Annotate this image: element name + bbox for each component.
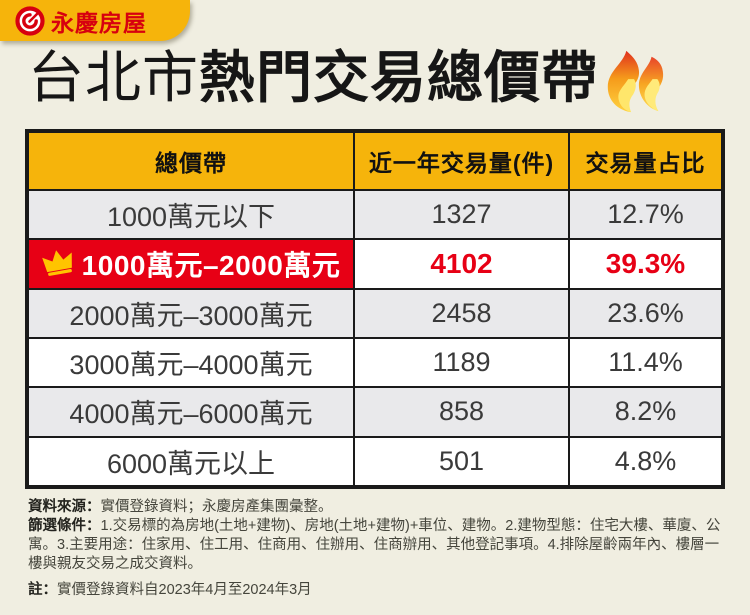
row5-price-band: 6000萬元以上: [29, 437, 353, 485]
row3-volume: 1189: [355, 338, 568, 387]
row0-share: 12.7%: [570, 191, 721, 239]
row0-volume: 1327: [355, 191, 568, 239]
row3-share: 11.4%: [570, 338, 721, 387]
footnote-source: 資料來源：實價登錄資料；永慶房產集團彙整。: [28, 498, 724, 517]
crown-icon: [39, 246, 76, 277]
header-volume: 近一年交易量(件): [355, 133, 568, 189]
footnote-period-label: 註：: [28, 582, 57, 598]
footnote-filter: 篩選條件：1.交易標的為房地(土地+建物)、房地(土地+建物)+車位、建物。2.…: [28, 517, 724, 574]
header-share: 交易量占比: [570, 133, 721, 189]
price-band-table: 總價帶 近一年交易量(件) 交易量占比 1000萬元以下 1327 12.7% …: [25, 129, 725, 489]
footnote-period-text: 實價登錄資料自2023年4月至2024年3月: [57, 582, 312, 598]
footnote-source-text: 實價登錄資料；永慶房產集團彙整。: [100, 499, 333, 515]
footnotes: 資料來源：實價登錄資料；永慶房產集團彙整。 篩選條件：1.交易標的為房地(土地+…: [28, 498, 724, 600]
header-price-band: 總價帶: [29, 133, 353, 189]
brand-logo-banner: 永慶房屋: [0, 0, 190, 41]
row1-price-band-highlighted: 1000萬元–2000萬元: [29, 240, 353, 288]
footnote-filter-text: 1.交易標的為房地(土地+建物)、房地(土地+建物)+車位、建物。2.建物型態：…: [28, 518, 721, 572]
row2-volume: 2458: [355, 289, 568, 337]
page-title: 台北市 熱門交易總價帶: [28, 44, 670, 115]
row4-share: 8.2%: [570, 388, 721, 436]
row2-price-band: 2000萬元–3000萬元: [29, 289, 353, 337]
flame-icon: [600, 49, 670, 115]
row2-share: 23.6%: [570, 289, 721, 337]
row4-volume: 858: [355, 388, 568, 436]
footnote-source-label: 資料來源：: [28, 499, 101, 515]
row0-price-band: 1000萬元以下: [29, 191, 353, 239]
brand-logo-text: 永慶房屋: [51, 9, 147, 36]
title-main: 熱門交易總價帶: [199, 46, 598, 109]
row1-volume: 4102: [355, 240, 568, 288]
row3-price-band: 3000萬元–4000萬元: [29, 338, 353, 387]
row5-share: 4.8%: [570, 437, 721, 485]
brand-logo-icon: [15, 5, 45, 36]
row1-share: 39.3%: [570, 240, 721, 288]
title-region: 台北市: [28, 46, 199, 109]
row4-price-band: 4000萬元–6000萬元: [29, 388, 353, 436]
row5-volume: 501: [355, 437, 568, 485]
footnote-period: 註：實價登錄資料自2023年4月至2024年3月: [28, 581, 724, 600]
footnote-filter-label: 篩選條件：: [28, 518, 101, 534]
row1-price-band-label: 1000萬元–2000萬元: [81, 249, 341, 281]
